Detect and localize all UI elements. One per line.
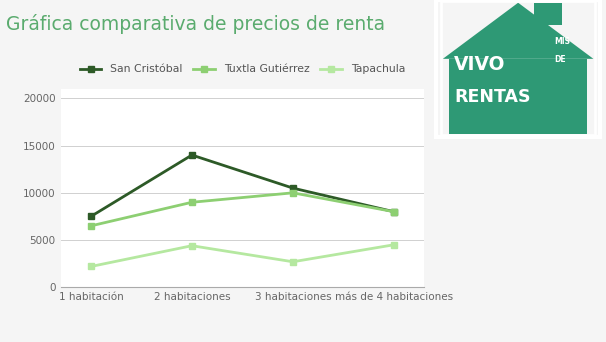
San Cristóbal — [289, 186, 296, 190]
Text: RENTAS: RENTAS — [454, 88, 531, 106]
Text: VIVO: VIVO — [454, 55, 506, 75]
Text: MIS: MIS — [554, 37, 570, 46]
Legend: San Cristóbal, Tuxtla Gutiérrez, Tapachula: San Cristóbal, Tuxtla Gutiérrez, Tapachu… — [76, 60, 409, 79]
Tuxtla Gutiérrez — [390, 210, 398, 214]
Line: San Cristóbal: San Cristóbal — [88, 152, 397, 219]
San Cristóbal — [188, 153, 196, 157]
Tapachula — [188, 244, 196, 248]
Text: Gráfica comparativa de precios de renta: Gráfica comparativa de precios de renta — [6, 14, 385, 34]
Bar — [450, 59, 587, 134]
Tuxtla Gutiérrez — [188, 200, 196, 204]
Line: Tuxtla Gutiérrez: Tuxtla Gutiérrez — [88, 190, 397, 229]
Line: Tapachula: Tapachula — [88, 242, 397, 269]
Tapachula — [289, 260, 296, 264]
Tuxtla Gutiérrez — [289, 191, 296, 195]
San Cristóbal — [390, 210, 398, 214]
Tapachula — [390, 243, 398, 247]
Text: DE: DE — [554, 55, 566, 64]
Bar — [534, 3, 562, 25]
Tapachula — [87, 264, 95, 268]
San Cristóbal — [87, 214, 95, 219]
Polygon shape — [443, 3, 593, 59]
Tuxtla Gutiérrez — [87, 224, 95, 228]
